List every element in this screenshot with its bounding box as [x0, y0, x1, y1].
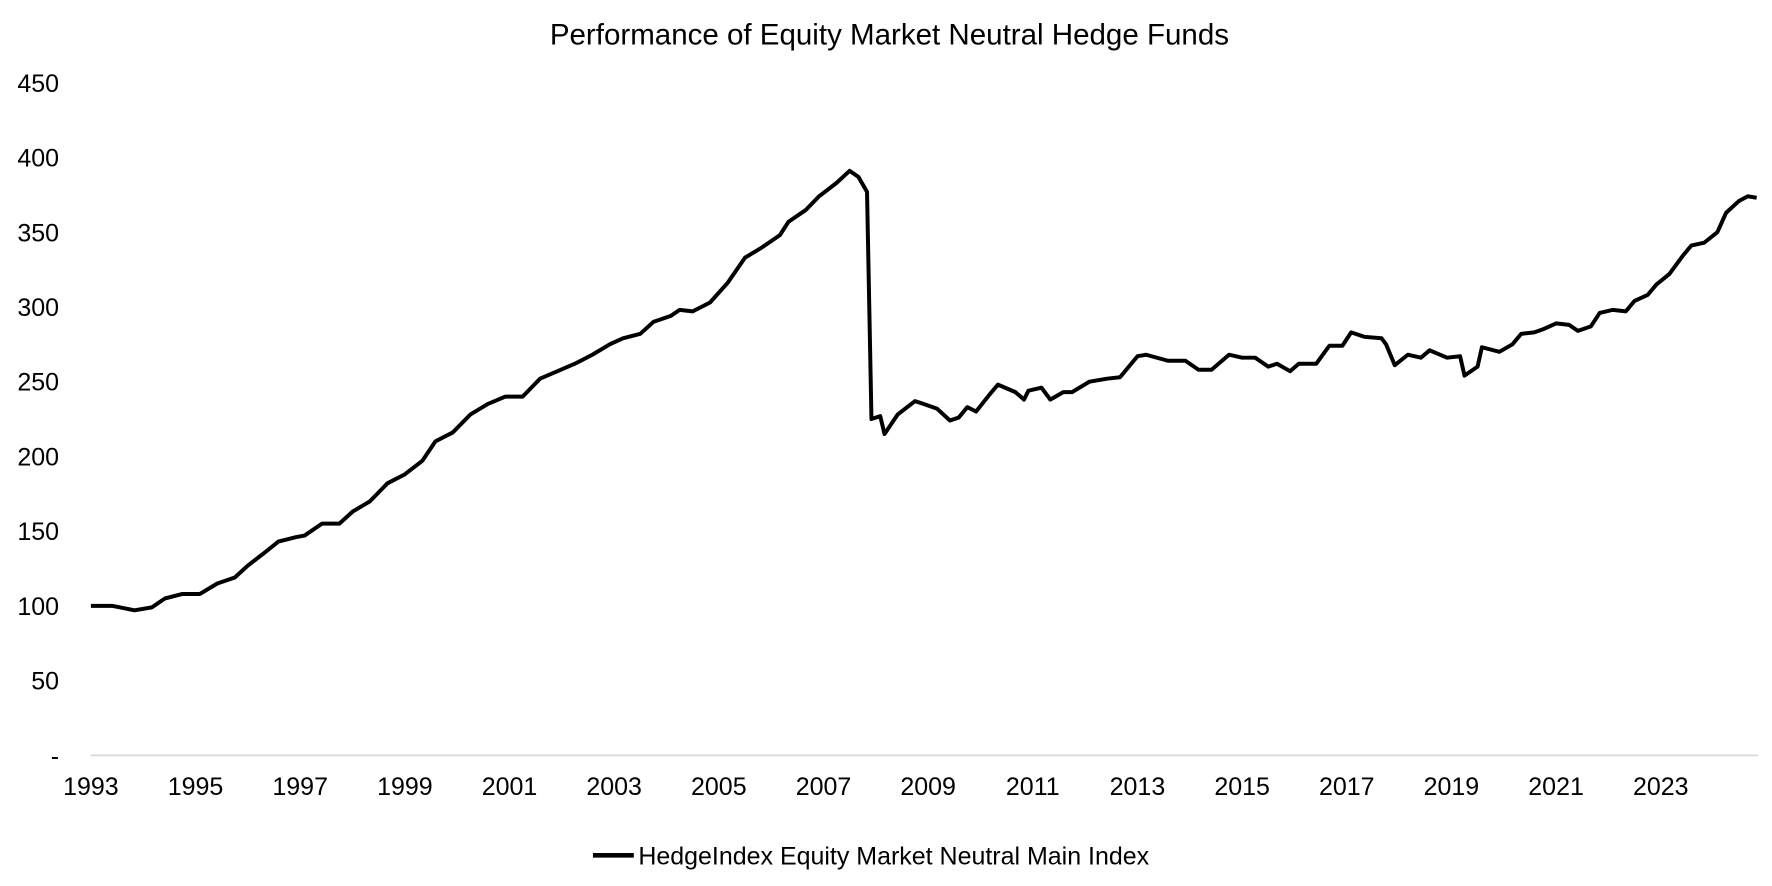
x-tick-label: 2011 [1006, 773, 1060, 801]
x-tick-label: 2023 [1633, 773, 1689, 801]
chart-title: Performance of Equity Market Neutral Hed… [550, 18, 1229, 51]
y-axis: - 50 100 150 200 250 300 350 400 450 [17, 70, 59, 771]
x-tick-label: 2017 [1319, 773, 1375, 801]
x-tick-label: 2015 [1214, 773, 1270, 801]
y-tick-label: 400 [17, 145, 59, 173]
legend: HedgeIndex Equity Market Neutral Main In… [592, 842, 1150, 870]
y-tick-label: 250 [17, 369, 59, 397]
y-tick-label: 50 [31, 668, 59, 696]
x-tick-label: 2007 [796, 773, 852, 801]
x-tick-label: 1999 [377, 773, 433, 801]
y-tick-label: 200 [17, 443, 59, 471]
x-tick-label: 1997 [272, 773, 328, 801]
y-tick-label: 450 [17, 70, 59, 98]
x-tick-label: 2005 [691, 773, 747, 801]
x-tick-label: 2021 [1528, 773, 1584, 801]
x-tick-label: 2003 [586, 773, 642, 801]
x-tick-label: 2009 [900, 773, 956, 801]
y-tick-label: 300 [17, 294, 59, 322]
y-tick-label: 100 [17, 593, 59, 621]
y-tick-label: 350 [17, 219, 59, 247]
y-tick-label: - [51, 742, 59, 770]
x-tick-label: 1995 [168, 773, 224, 801]
series-line-hedgeindex [90, 168, 1757, 613]
x-tick-label: 2013 [1110, 773, 1166, 801]
x-tick-label: 2019 [1424, 773, 1480, 801]
x-tick-label: 1993 [63, 773, 119, 801]
x-axis: 1993 1995 1997 1999 2001 2003 2005 2007 2009 2011… [63, 773, 1688, 801]
legend-label: HedgeIndex Equity Market Neutral Main In… [638, 842, 1149, 870]
y-tick-label: 150 [17, 518, 59, 546]
x-tick-label: 2001 [482, 773, 538, 801]
